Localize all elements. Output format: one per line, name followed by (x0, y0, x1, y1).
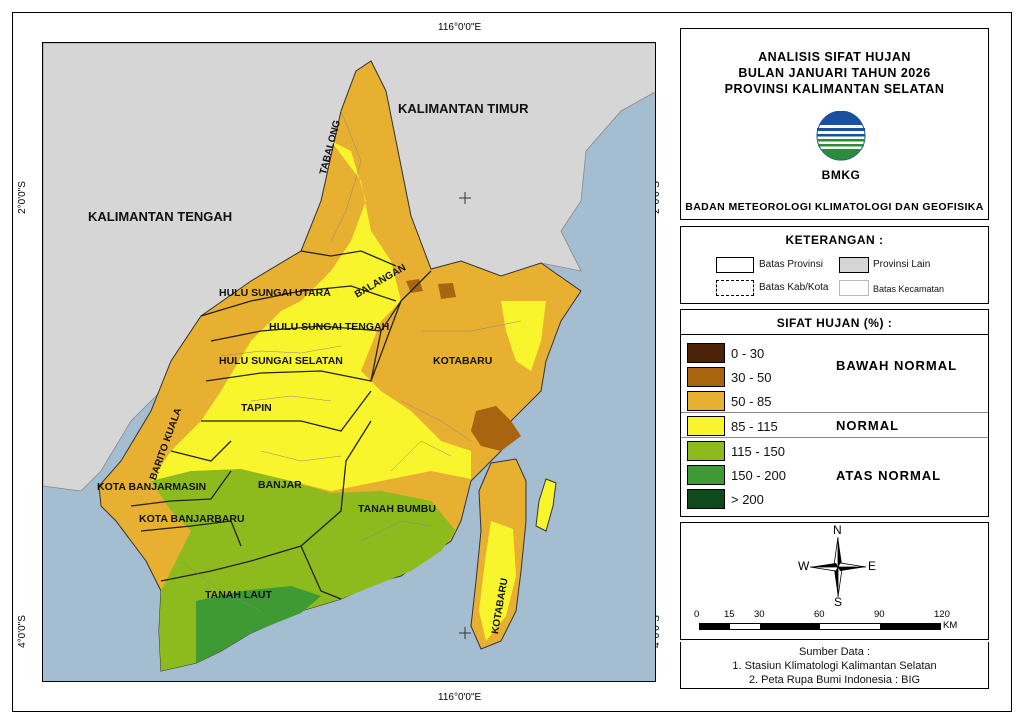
category-normal: NORMAL (836, 418, 900, 433)
zone-bawah-30-b (438, 283, 456, 299)
left-latitude-bottom-label: 4°0'0"S (16, 615, 28, 648)
legend-swatch (687, 343, 725, 363)
title-panel: ANALISIS SIFAT HUJAN BULAN JANUARI TAHUN… (680, 28, 989, 220)
label-kota-banjarmasin: KOTA BANJARMASIN (97, 481, 207, 493)
scale-tick-label: 90 (874, 609, 885, 620)
compass-s: S (834, 595, 843, 609)
bmkg-logo: BMKG (809, 110, 873, 182)
title-line-3: PROVINSI KALIMANTAN SELATAN (724, 82, 945, 96)
legend-divider-top (681, 334, 988, 335)
batas-kab-symbol (716, 280, 754, 296)
legend-swatch (687, 465, 725, 485)
label-hst: HULU SUNGAI TENGAH (269, 321, 390, 333)
provinsi-lain-symbol (839, 257, 869, 273)
scale-bar (699, 623, 941, 630)
zone-normal-central (151, 141, 471, 491)
compass-scale-panel: N S W E 0 15 30 60 90 120 KM (680, 522, 989, 640)
map-svg (43, 43, 655, 681)
legend-class-row: > 200 (687, 488, 764, 510)
title-line-1: ANALISIS SIFAT HUJAN (758, 50, 911, 64)
legend-swatch (687, 441, 725, 461)
label-tanah-bumbu: TANAH BUMBU (358, 503, 436, 515)
batas-provinsi-label: Batas Provinsi (759, 259, 823, 270)
legend-range-label: 150 - 200 (731, 467, 786, 483)
label-kalimantan-timur: KALIMANTAN TIMUR (398, 101, 529, 116)
legend-divider-1 (681, 412, 988, 413)
legend-range-label: > 200 (731, 491, 764, 507)
legend-class-row: 150 - 200 (687, 464, 786, 486)
legend-swatch (687, 416, 725, 436)
category-atas-normal: ATAS NORMAL (836, 468, 942, 483)
keterangan-heading: KETERANGAN : (785, 233, 884, 247)
label-tapin: TAPIN (241, 402, 272, 414)
label-banjar: BANJAR (258, 479, 302, 491)
pulau-laut-normal (479, 521, 516, 641)
source-panel: Sumber Data : 1. Stasiun Klimatologi Kal… (680, 642, 989, 689)
title-line-2: BULAN JANUARI TAHUN 2026 (738, 66, 931, 80)
source-heading: Sumber Data : (799, 646, 870, 658)
legend-swatch (687, 489, 725, 509)
zone-atas-normal-150 (196, 586, 321, 663)
top-longitude-label: 116°0'0"E (438, 22, 482, 33)
zone-normal-east (501, 301, 546, 371)
legend-range-label: 30 - 50 (731, 369, 772, 385)
source-line-2: 2. Peta Rupa Bumi Indonesia : BIG (748, 674, 921, 686)
compass-n: N (833, 523, 842, 537)
legend-swatch (687, 367, 725, 387)
keterangan-panel: KETERANGAN : Batas Provinsi Provinsi Lai… (680, 226, 989, 304)
label-hsu: HULU SUNGAI UTARA (219, 287, 331, 299)
legend-swatch (687, 391, 725, 411)
batas-kec-label: Batas Kecamatan (873, 284, 945, 294)
batas-kab-label: Batas Kab/Kota (759, 282, 829, 293)
north-arrow: N S W E (798, 523, 878, 609)
legend-range-label: 115 - 150 (731, 443, 785, 459)
scale-tick-label: 30 (754, 609, 765, 620)
agency-name: BADAN METEOROLOGI KLIMATOLOGI DAN GEOFIS… (685, 201, 984, 213)
legend-panel: SIFAT HUJAN (%) : 0 - 30 30 - 50 50 - 85 85… (680, 309, 989, 517)
category-bawah-normal: BAWAH NORMAL (836, 358, 958, 373)
batas-kec-symbol (839, 280, 869, 296)
district-boundaries (180, 110, 522, 612)
legend-class-row: 115 - 150 (687, 440, 785, 462)
scale-tick-label: 0 (694, 609, 700, 620)
bmkg-logo-icon (816, 110, 866, 161)
legend-range-label: 85 - 115 (731, 418, 778, 434)
legend-class-row: 50 - 85 (687, 390, 771, 412)
source-line-1: 1. Stasiun Klimatologi Kalimantan Selata… (732, 660, 937, 672)
legend-class-row: 85 - 115 (687, 415, 778, 437)
regency-boundaries (130, 250, 432, 600)
left-latitude-top-label: 2°0'0"S (16, 181, 28, 214)
zone-bawah-30-c (471, 406, 521, 451)
label-tanah-laut: TANAH LAUT (205, 589, 272, 601)
label-kotabaru: KOTABARU (433, 355, 493, 367)
bottom-longitude-label: 116°0'0"E (438, 692, 482, 703)
scale-tick-label: 15 (724, 609, 735, 620)
compass-w: W (798, 559, 810, 573)
label-kota-banjarbaru: KOTA BANJARBARU (139, 513, 245, 525)
compass-e: E (868, 559, 877, 573)
batas-provinsi-symbol (716, 257, 754, 273)
pulau-sebuku (535, 478, 557, 532)
scale-tick-label: 120 (934, 609, 950, 620)
legend-heading: SIFAT HUJAN (%) : (776, 316, 893, 330)
legend-range-label: 50 - 85 (731, 393, 772, 409)
legend-divider-2 (681, 437, 988, 438)
provinsi-lain-label: Provinsi Lain (873, 259, 931, 270)
bmkg-logo-text: BMKG (821, 168, 861, 182)
grid-crosses (459, 192, 471, 639)
map-frame (12, 12, 1012, 712)
label-hss: HULU SUNGAI SELATAN (219, 355, 343, 367)
label-kalimantan-tengah: KALIMANTAN TENGAH (88, 209, 233, 224)
scale-unit: KM (943, 620, 958, 631)
legend-class-row: 0 - 30 (687, 342, 764, 364)
scale-tick-label: 60 (814, 609, 825, 620)
legend-range-label: 0 - 30 (731, 345, 765, 361)
compass-rose-icon (809, 536, 867, 598)
legend-class-row: 30 - 50 (687, 366, 771, 388)
map-area: KALIMANTAN TIMUR KALIMANTAN TENGAH TABAL… (42, 42, 656, 682)
